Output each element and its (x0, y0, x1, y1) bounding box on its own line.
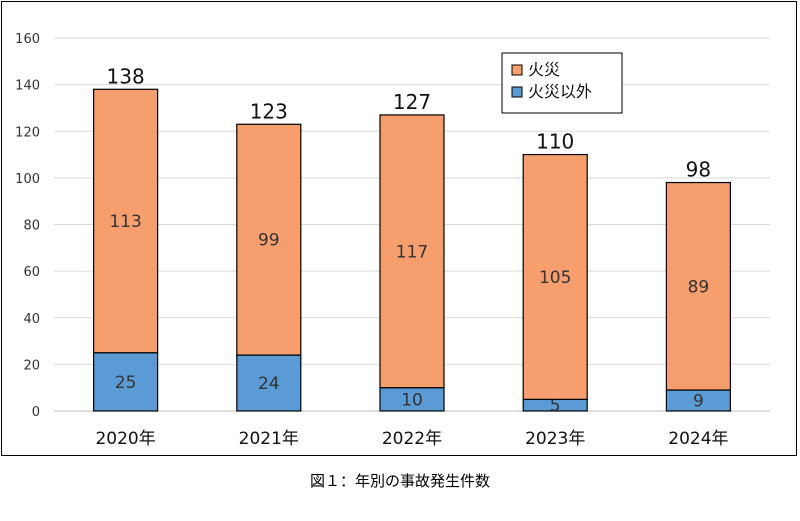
y-tick-label: 20 (23, 358, 40, 373)
x-category-label: 2022年 (382, 429, 442, 449)
y-tick-label: 60 (23, 265, 40, 280)
y-tick-label: 40 (23, 312, 40, 327)
total-value-label: 123 (250, 99, 288, 123)
segment-value-label: 9 (693, 392, 704, 412)
y-tick-label: 140 (15, 79, 40, 94)
legend-box (501, 52, 623, 114)
y-tick-label: 120 (15, 125, 40, 140)
stacked-bar-chart: 0 20 40 60 80 100 120 140 160 25 113 138 2020年 24 99 12… (15, 32, 770, 449)
bar-segment-non-fire (92, 352, 159, 412)
x-category-label: 2020年 (95, 429, 155, 449)
total-value-label: 138 (107, 64, 145, 88)
segment-value-label: 25 (115, 373, 137, 393)
segment-value-label: 117 (396, 242, 428, 262)
x-category-label: 2023年 (525, 429, 585, 449)
legend-label: 火災以外 (528, 82, 592, 101)
y-tick-label: 0 (32, 405, 40, 420)
y-tick-label: 80 (23, 219, 40, 234)
x-category-label: 2024年 (668, 429, 728, 449)
bar-segment-fire (665, 181, 732, 391)
bar-segment-fire (379, 114, 445, 389)
segment-value-label: 105 (539, 268, 571, 288)
bar-segment-fire (236, 123, 302, 356)
y-tick-label: 160 (15, 32, 40, 47)
legend-swatch (511, 86, 523, 98)
total-value-label: 110 (536, 130, 574, 154)
bar-segment-fire (92, 88, 159, 354)
segment-value-label: 5 (550, 396, 561, 416)
total-value-label: 98 (686, 158, 711, 182)
segment-value-label: 89 (688, 277, 710, 297)
y-tick-label: 100 (15, 172, 40, 187)
segment-value-label: 99 (258, 231, 280, 251)
segment-value-label: 10 (401, 390, 423, 410)
figure-caption: 図１：年別の事故発生件数 (309, 472, 490, 490)
total-value-label: 127 (393, 90, 431, 114)
legend-label: 火災 (528, 60, 560, 79)
bar-segment-fire (522, 153, 588, 400)
segment-value-label: 24 (258, 374, 280, 394)
x-category-label: 2021年 (239, 429, 299, 449)
segment-value-label: 113 (109, 212, 141, 232)
legend-swatch (511, 64, 523, 76)
chart-frame: 0 20 40 60 80 100 120 140 160 25 113 138 2020年 24 99 12… (1, 1, 797, 456)
